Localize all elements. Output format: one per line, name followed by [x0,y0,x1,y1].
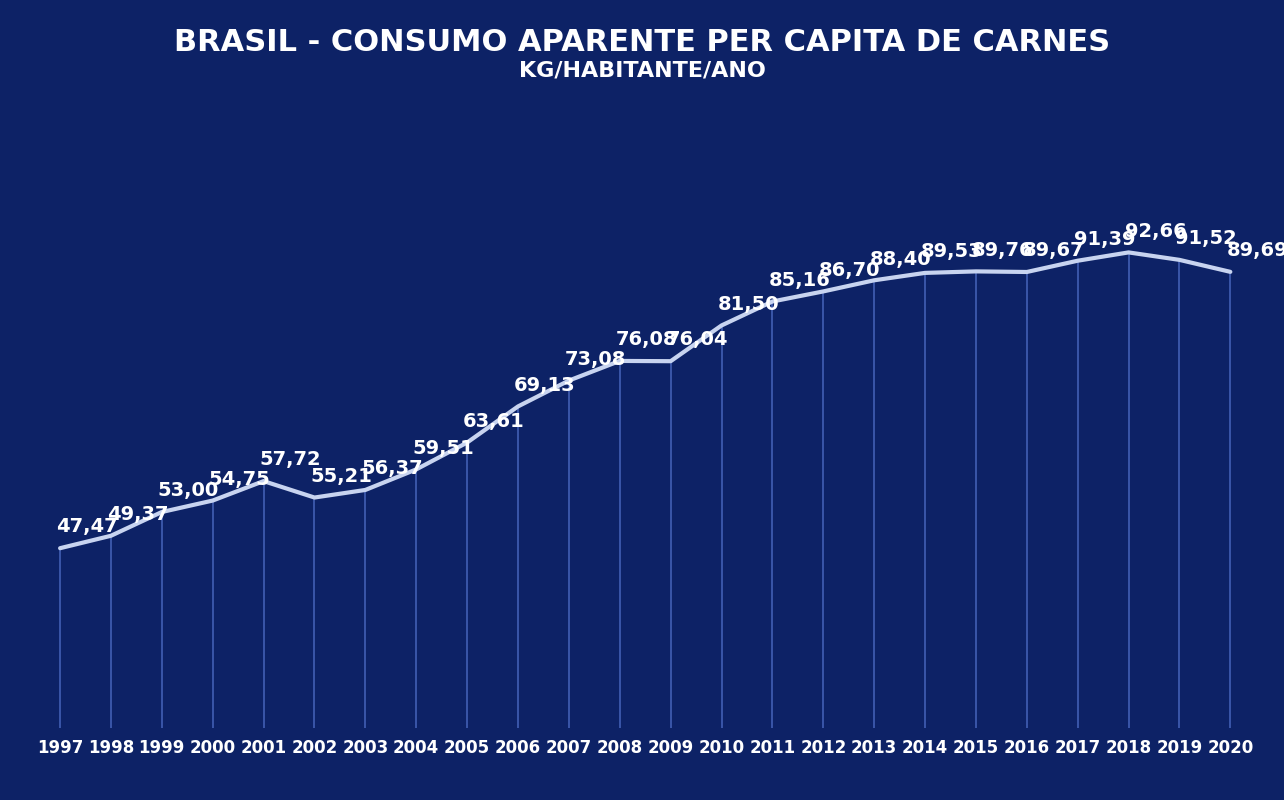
Text: 91,52: 91,52 [1175,229,1238,248]
Text: 89,69: 89,69 [1226,241,1284,260]
Text: 81,50: 81,50 [718,294,779,314]
Text: KG/HABITANTE/ANO: KG/HABITANTE/ANO [519,60,765,80]
Text: 56,37: 56,37 [361,459,422,478]
Text: 57,72: 57,72 [259,450,321,470]
Text: 89,53: 89,53 [921,242,982,261]
Text: 49,37: 49,37 [107,505,168,524]
Text: 89,67: 89,67 [1023,241,1085,260]
Text: 47,47: 47,47 [56,518,118,537]
Text: 73,08: 73,08 [565,350,627,369]
Text: 92,66: 92,66 [1125,222,1186,241]
Text: 55,21: 55,21 [311,466,372,486]
Text: 76,04: 76,04 [666,330,728,350]
Text: 76,08: 76,08 [616,330,677,349]
Text: 91,39: 91,39 [1073,230,1135,249]
Text: 63,61: 63,61 [464,412,525,430]
Text: 88,40: 88,40 [871,250,932,269]
Text: 89,76: 89,76 [972,241,1034,260]
Text: 54,75: 54,75 [209,470,271,489]
Text: BRASIL - CONSUMO APARENTE PER CAPITA DE CARNES: BRASIL - CONSUMO APARENTE PER CAPITA DE … [173,28,1111,57]
Text: 53,00: 53,00 [158,482,220,500]
Text: 69,13: 69,13 [514,376,575,394]
Text: 86,70: 86,70 [819,261,881,280]
Text: 85,16: 85,16 [768,270,831,290]
Text: 59,51: 59,51 [412,438,474,458]
